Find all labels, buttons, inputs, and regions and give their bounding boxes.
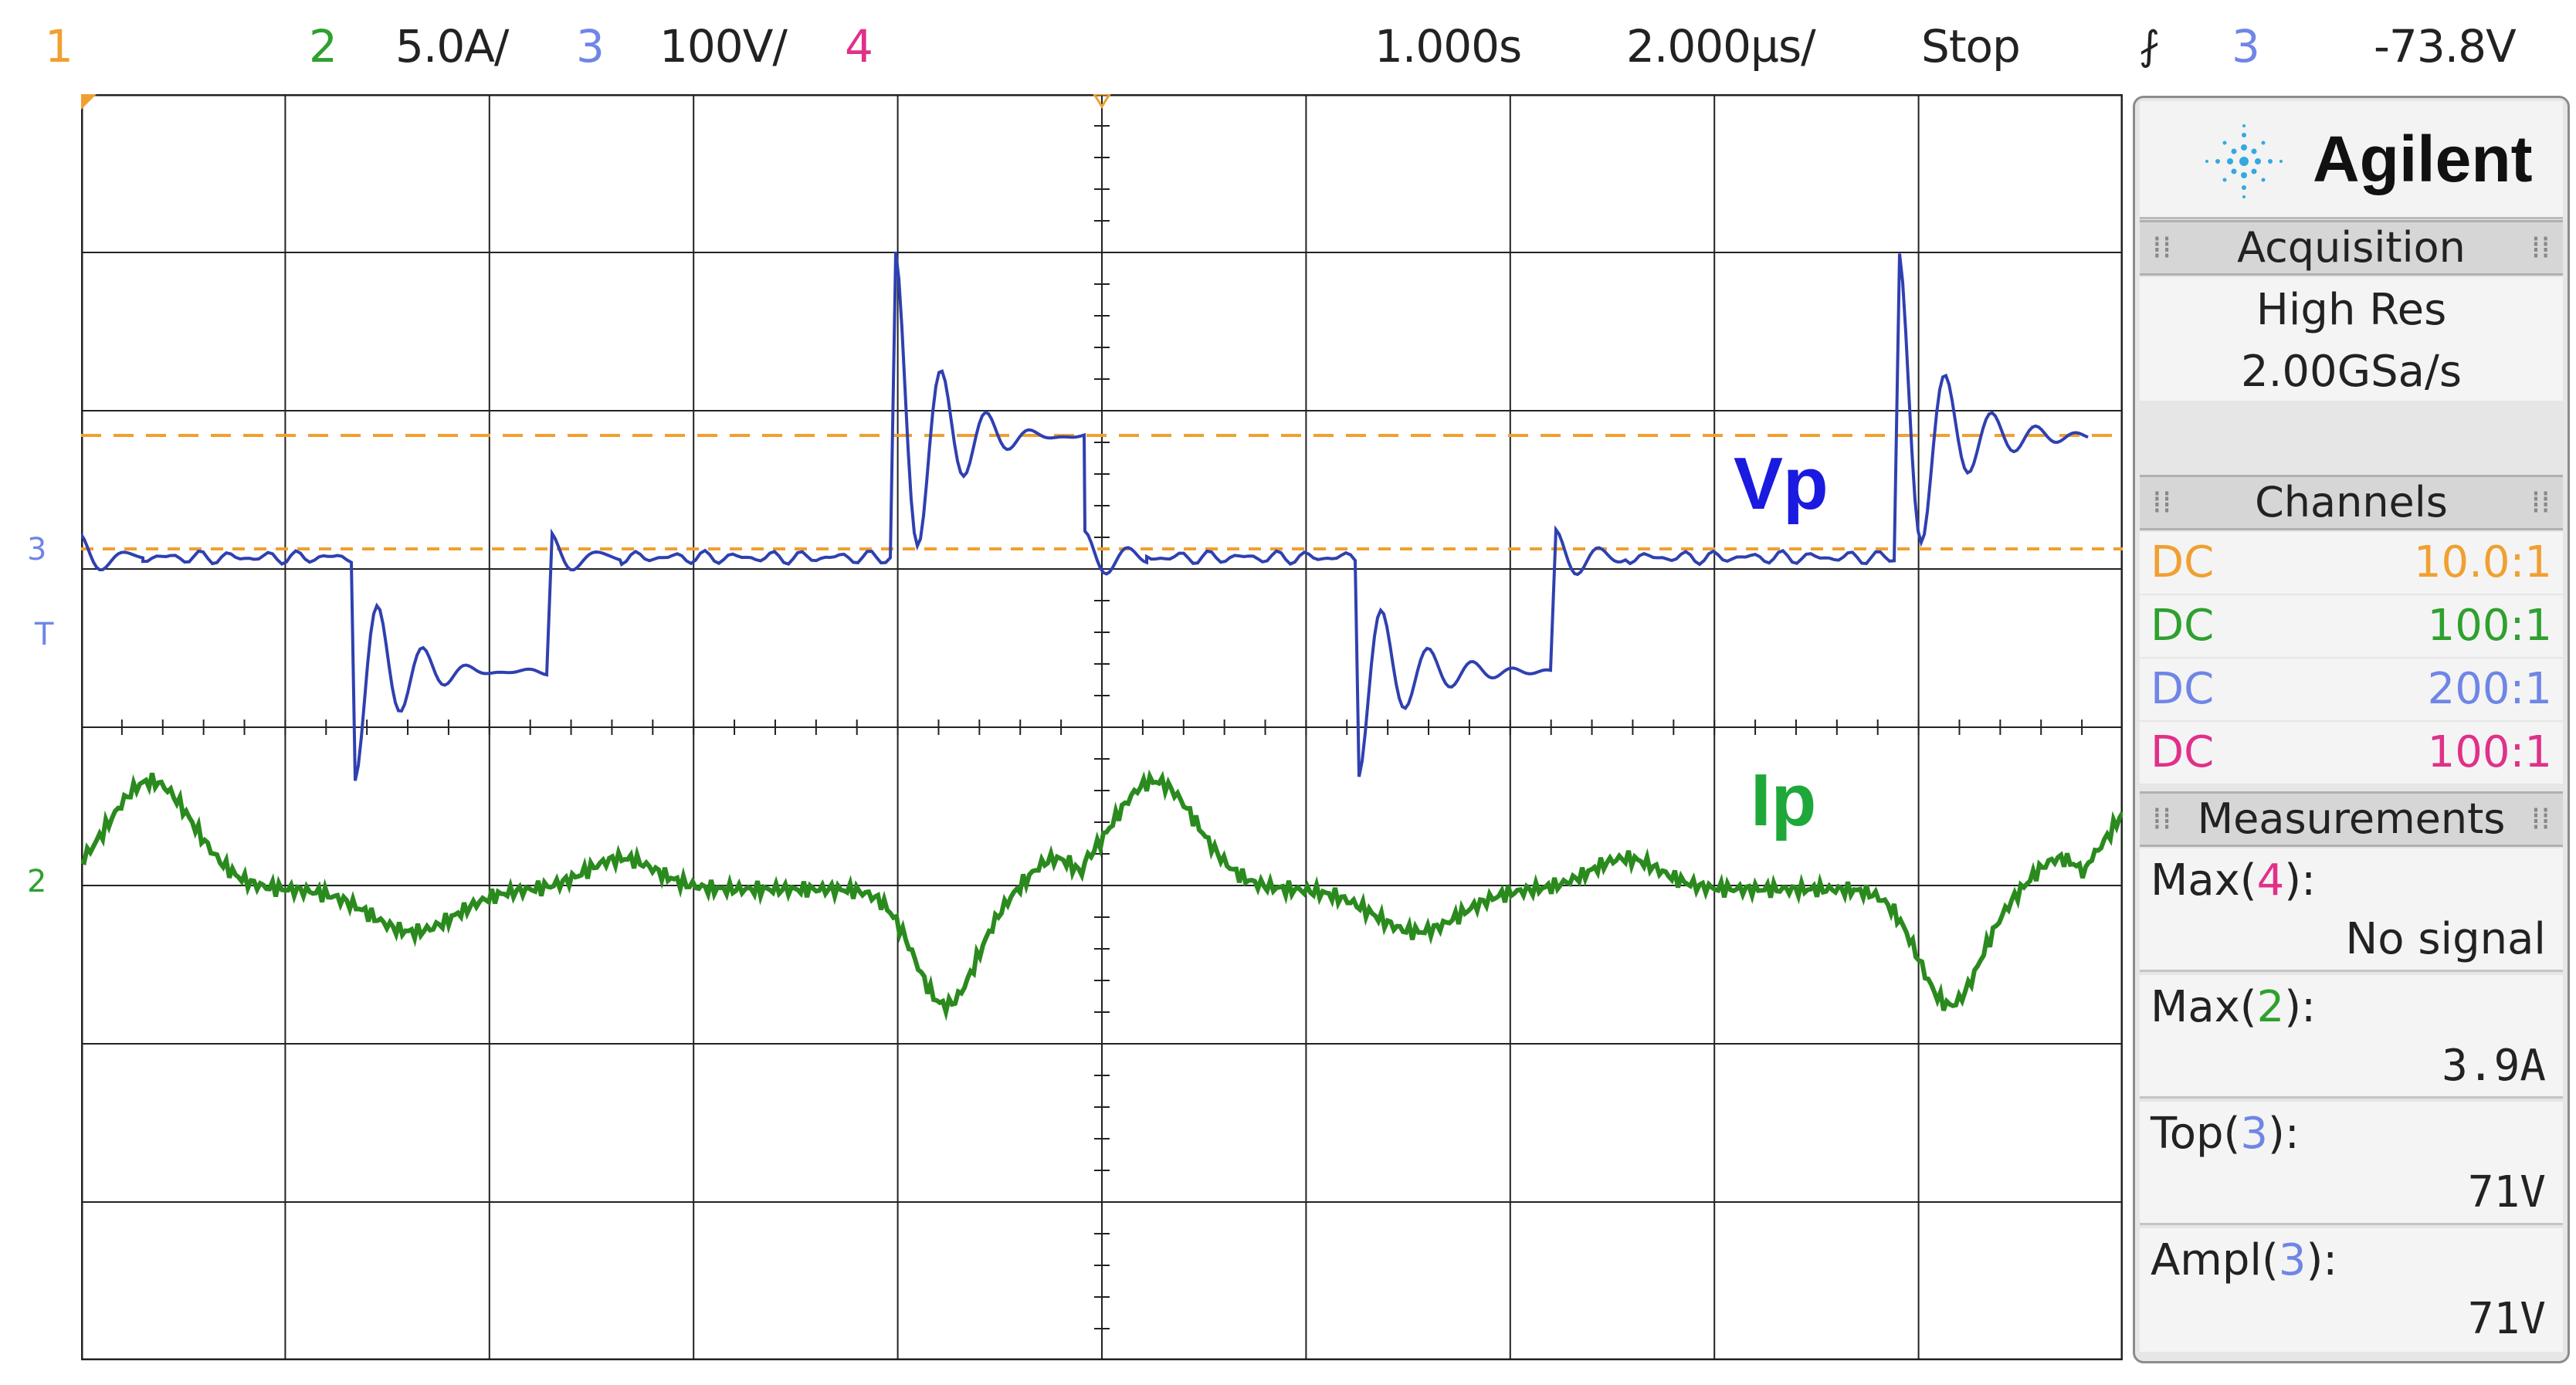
measurement-close: ): [2284, 855, 2316, 906]
trigger-edge-icon: ⨏ [2139, 23, 2160, 69]
trigger-level: -73.8V [2374, 20, 2517, 73]
measurement-close: ): [2306, 1235, 2338, 1285]
ip-trace [81, 769, 2123, 1021]
channel-coupling: DC [2151, 537, 2215, 588]
measurements-header[interactable]: ⁞⁞ Measurements ⁞⁞ [2140, 791, 2563, 847]
probe-ratio: 100:1 [2427, 601, 2552, 651]
measurement-item[interactable]: Max(4): No signal [2140, 848, 2563, 972]
drag-grip-icon[interactable]: ⁞⁞ [2530, 230, 2551, 266]
ip-trace-label: Ip [1751, 759, 1817, 841]
waveform-display[interactable]: 3 T 2 Vp Ip [27, 94, 2123, 1360]
run-state[interactable]: Stop [1921, 20, 2021, 73]
probe-ratio: 100:1 [2427, 727, 2552, 777]
measurement-channel: 4 [2256, 855, 2285, 906]
measurement-item[interactable]: Ampl(3): 71V [2140, 1228, 2563, 1352]
measurement-label: Max(2): [2151, 983, 2316, 1032]
drag-grip-icon[interactable]: ⁞⁞ [2152, 485, 2172, 520]
channel-row-1[interactable]: DC 10.0:1 [2140, 532, 2563, 594]
time-scale: 2.000µs/ [1626, 20, 1816, 73]
measurement-name: Ampl( [2151, 1235, 2279, 1285]
drag-grip-icon[interactable]: ⁞⁞ [2530, 485, 2551, 520]
channel-coupling: DC [2151, 601, 2215, 651]
channels-header[interactable]: ⁞⁞ Channels ⁞⁞ [2140, 475, 2563, 530]
measurement-value: 3.9A [2442, 1041, 2546, 1091]
measurements-title: Measurements [2197, 794, 2506, 843]
ch2-ground-marker[interactable]: 2 [27, 864, 47, 899]
vp-trace-label: Vp [1734, 442, 1829, 525]
acquisition-body: High Res 2.00GSa/s [2140, 277, 2563, 401]
channel-coupling: DC [2151, 664, 2215, 714]
trigger-source[interactable]: 3 [2232, 20, 2260, 73]
vp-trace [81, 252, 2089, 781]
brand-name: Agilent [2313, 123, 2533, 195]
measurement-item[interactable]: Max(2): 3.9A [2140, 975, 2563, 1099]
ch2-indicator[interactable]: 2 [309, 20, 337, 73]
channel-row-3[interactable]: DC 200:1 [2140, 659, 2563, 720]
channel-row-2[interactable]: DC 100:1 [2140, 595, 2563, 657]
measurement-channel: 2 [2256, 982, 2285, 1032]
time-reference-marker [81, 94, 97, 110]
measurement-label: Ampl(3): [2151, 1236, 2337, 1285]
brand-logo: Agilent [2140, 101, 2563, 219]
measurement-name: Top( [2151, 1109, 2241, 1159]
side-panel: Agilent ⁞⁞ Acquisition ⁞⁞ High Res 2.00G… [2133, 96, 2570, 1363]
ch1-indicator[interactable]: 1 [45, 20, 73, 73]
channel-coupling: DC [2151, 727, 2215, 777]
probe-ratio: 200:1 [2427, 664, 2552, 714]
trigger-position-marker [1093, 94, 1111, 109]
probe-ratio: 10.0:1 [2413, 537, 2552, 588]
measurement-channel: 3 [2278, 1235, 2307, 1285]
ch4-indicator[interactable]: 4 [845, 20, 873, 73]
measurement-channel: 3 [2240, 1109, 2268, 1159]
measurement-label: Max(4): [2151, 856, 2316, 906]
drag-grip-icon[interactable]: ⁞⁞ [2530, 801, 2551, 837]
agilent-spark-icon [2205, 124, 2283, 198]
measurement-close: ): [2268, 1109, 2300, 1159]
acquisition-title: Acquisition [2237, 223, 2466, 272]
waveform-graticule [81, 94, 2123, 1360]
acquisition-mode: High Res [2256, 285, 2447, 335]
ch2-scale: 5.0A/ [395, 20, 509, 73]
measurement-value: 71V [2467, 1167, 2546, 1217]
measurement-value: No signal [2345, 914, 2546, 964]
acquisition-header[interactable]: ⁞⁞ Acquisition ⁞⁞ [2140, 220, 2563, 276]
measurement-close: ): [2284, 982, 2316, 1032]
trigger-marker[interactable]: T [35, 617, 54, 652]
sample-rate: 2.00GSa/s [2241, 347, 2462, 397]
graticule-ticks [81, 94, 2083, 1360]
measurement-item[interactable]: Top(3): 71V [2140, 1102, 2563, 1225]
measurement-value: 71V [2467, 1294, 2546, 1344]
ch3-scale: 100V/ [659, 20, 788, 73]
ch3-ground-marker[interactable]: 3 [27, 532, 47, 567]
status-bar: 1 2 5.0A/ 3 100V/ 4 1.000s 2.000µs/ Stop… [0, 0, 2576, 93]
measurement-name: Max( [2151, 982, 2257, 1032]
channels-title: Channels [2255, 478, 2448, 527]
drag-grip-icon[interactable]: ⁞⁞ [2152, 230, 2172, 266]
measurement-name: Max( [2151, 855, 2257, 906]
time-delay: 1.000s [1374, 20, 1522, 73]
channel-row-4[interactable]: DC 100:1 [2140, 722, 2563, 784]
measurement-label: Top(3): [2151, 1109, 2300, 1159]
ch3-indicator[interactable]: 3 [576, 20, 605, 73]
drag-grip-icon[interactable]: ⁞⁞ [2152, 801, 2172, 837]
